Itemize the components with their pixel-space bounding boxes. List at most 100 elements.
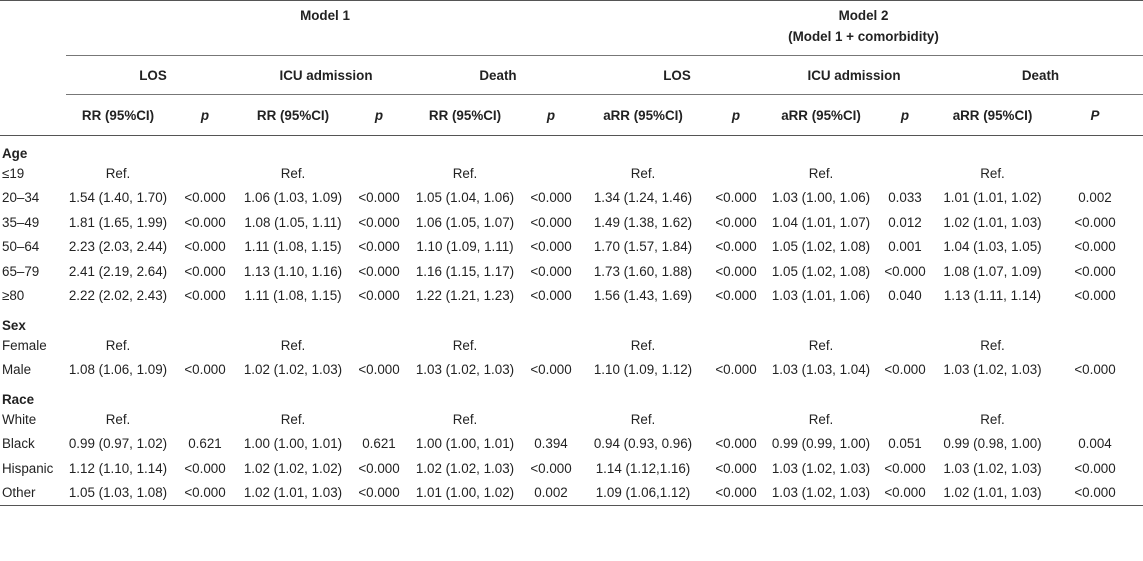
section-title: Age bbox=[2, 146, 28, 161]
estimate-cell: 1.08 (1.05, 1.11) bbox=[244, 214, 342, 230]
estimate-cell: Ref. bbox=[452, 337, 478, 353]
p-value-cell: 0.002 bbox=[1078, 190, 1112, 206]
p-value-cell: <0.000 bbox=[1074, 288, 1116, 304]
p-value-cell: 0.033 bbox=[888, 190, 922, 206]
estimate-cell: 1.81 (1.65, 1.99) bbox=[68, 214, 168, 230]
estimate-cell: 1.03 (1.02, 1.03) bbox=[943, 460, 1042, 476]
estimate-cell: 1.02 (1.02, 1.03) bbox=[415, 460, 515, 476]
estimate-cell: 1.08 (1.06, 1.09) bbox=[68, 362, 168, 378]
estimate-cell: 1.13 (1.11, 1.14) bbox=[943, 288, 1042, 304]
estimate-cell: Ref. bbox=[280, 165, 306, 181]
estimate-cell: 1.06 (1.03, 1.09) bbox=[243, 190, 343, 206]
estimate-cell: 1.10 (1.09, 1.12) bbox=[593, 362, 693, 378]
corner-cell bbox=[0, 1, 66, 29]
p-value-cell: <0.000 bbox=[358, 190, 400, 206]
p-value-cell: <0.000 bbox=[530, 288, 572, 304]
estimate-cell: 1.00 (1.00, 1.01) bbox=[243, 436, 343, 452]
estimate-cell: 1.04 (1.03, 1.05) bbox=[943, 239, 1042, 255]
p-value-cell: <0.000 bbox=[715, 239, 757, 255]
table-row: ≤19 Ref. Ref. Ref. Ref. Ref. Ref. bbox=[0, 161, 1143, 186]
table-row: ≥80 2.22 (2.02, 2.43) <0.000 1.11 (1.08, 1.… bbox=[0, 284, 1143, 309]
estimate-cell: 1.34 (1.24, 1.46) bbox=[593, 190, 693, 206]
p-value-cell: <0.000 bbox=[715, 214, 757, 230]
p-value-cell: <0.000 bbox=[358, 239, 400, 255]
p-value-cell: <0.000 bbox=[358, 263, 400, 279]
subcol-header: p bbox=[518, 94, 584, 136]
section-row: Race bbox=[0, 382, 1143, 407]
p-value-cell: <0.000 bbox=[1074, 460, 1116, 476]
estimate-cell: 2.22 (2.02, 2.43) bbox=[68, 288, 168, 304]
p-value-cell: <0.000 bbox=[530, 214, 572, 230]
estimate-cell: 1.03 (1.02, 1.03) bbox=[771, 460, 871, 476]
p-value-cell: <0.000 bbox=[1074, 263, 1116, 279]
p-value-cell bbox=[1047, 407, 1143, 432]
section-row: Age bbox=[0, 136, 1143, 161]
estimate-cell: 1.03 (1.00, 1.06) bbox=[771, 190, 871, 206]
p-value-cell: 0.012 bbox=[888, 214, 922, 230]
p-value-cell: 0.051 bbox=[888, 436, 922, 452]
p-value-cell: <0.000 bbox=[184, 239, 226, 255]
p-value-cell: <0.000 bbox=[702, 480, 770, 506]
row-label: Female bbox=[2, 337, 47, 353]
subcol-header: RR (95%CI) bbox=[412, 94, 518, 136]
estimate-cell: 1.22 (1.21, 1.23) bbox=[415, 288, 515, 304]
table-row: 35–49 1.81 (1.65, 1.99) <0.000 1.08 (1.05, … bbox=[0, 210, 1143, 235]
estimate-cell: Ref. bbox=[808, 411, 834, 427]
estimate-cell: 0.94 (0.93, 0.96) bbox=[593, 436, 693, 452]
p-value-cell bbox=[1047, 161, 1143, 186]
estimate-cell: 1.12 (1.10, 1.14) bbox=[68, 460, 168, 476]
p-value-cell: <0.000 bbox=[530, 362, 572, 378]
p-value-cell: <0.000 bbox=[1074, 214, 1116, 230]
estimate-cell: Ref. bbox=[630, 165, 656, 181]
p-value-cell bbox=[170, 407, 240, 432]
estimate-cell: 1.11 (1.08, 1.15) bbox=[244, 239, 342, 255]
row-label: ≥80 bbox=[2, 288, 25, 304]
table-row: 65–79 2.41 (2.19, 2.64) <0.000 1.13 (1.10, … bbox=[0, 259, 1143, 284]
p-value-cell: 0.394 bbox=[534, 436, 568, 452]
estimate-cell: Ref. bbox=[980, 165, 1005, 181]
estimate-cell: 1.49 (1.38, 1.62) bbox=[593, 214, 693, 230]
estimate-cell: 1.05 (1.03, 1.08) bbox=[66, 480, 170, 506]
subcol-header: aRR (95%CI) bbox=[584, 94, 702, 136]
subcol-header: RR (95%CI) bbox=[240, 94, 346, 136]
estimate-cell: 1.03 (1.02, 1.03) bbox=[415, 362, 515, 378]
estimate-cell: 1.06 (1.05, 1.07) bbox=[415, 214, 515, 230]
p-value-cell bbox=[872, 407, 938, 432]
p-value-cell: <0.000 bbox=[184, 362, 226, 378]
estimate-cell: Ref. bbox=[280, 337, 306, 353]
p-value-cell: 0.001 bbox=[888, 239, 922, 255]
estimate-cell: 1.00 (1.00, 1.01) bbox=[415, 436, 515, 452]
estimate-cell: 1.02 (1.01, 1.03) bbox=[938, 480, 1047, 506]
estimate-cell: 1.03 (1.01, 1.06) bbox=[771, 288, 871, 304]
p-value-cell: <0.000 bbox=[530, 190, 572, 206]
p-value-cell bbox=[872, 333, 938, 358]
p-value-cell bbox=[346, 407, 412, 432]
row-label: Other bbox=[0, 480, 66, 506]
row-label: 65–79 bbox=[2, 263, 40, 279]
p-value-cell: <0.000 bbox=[184, 288, 226, 304]
row-label: White bbox=[2, 411, 37, 427]
p-value-cell bbox=[702, 333, 770, 358]
table-body: Age ≤19 Ref. Ref. Ref. Ref. Ref. Ref. 20–34 1.54 … bbox=[0, 136, 1143, 506]
p-value-cell: <0.000 bbox=[1047, 480, 1143, 506]
p-value-cell: <0.000 bbox=[184, 460, 226, 476]
estimate-cell: 1.08 (1.07, 1.09) bbox=[943, 263, 1042, 279]
p-value-cell: <0.000 bbox=[170, 480, 240, 506]
p-value-cell: <0.000 bbox=[530, 460, 572, 476]
estimate-cell: 1.01 (1.00, 1.02) bbox=[412, 480, 518, 506]
p-value-cell: <0.000 bbox=[530, 263, 572, 279]
p-value-cell: <0.000 bbox=[530, 239, 572, 255]
subcol-header: p bbox=[872, 94, 938, 136]
model1-title: Model 1 bbox=[300, 7, 350, 23]
estimate-cell: Ref. bbox=[105, 337, 131, 353]
estimate-cell: Ref. bbox=[630, 411, 656, 427]
p-value-cell bbox=[518, 333, 584, 358]
subcol-header: aRR (95%CI) bbox=[938, 94, 1047, 136]
outcome-header: Death bbox=[412, 55, 584, 95]
estimate-cell: 1.14 (1.12,1.16) bbox=[595, 460, 691, 476]
subcol-header: P bbox=[1047, 94, 1143, 136]
p-value-cell bbox=[518, 407, 584, 432]
estimate-cell: Ref. bbox=[280, 411, 306, 427]
p-value-cell: <0.000 bbox=[1074, 239, 1116, 255]
estimate-cell: 1.03 (1.02, 1.03) bbox=[943, 362, 1042, 378]
